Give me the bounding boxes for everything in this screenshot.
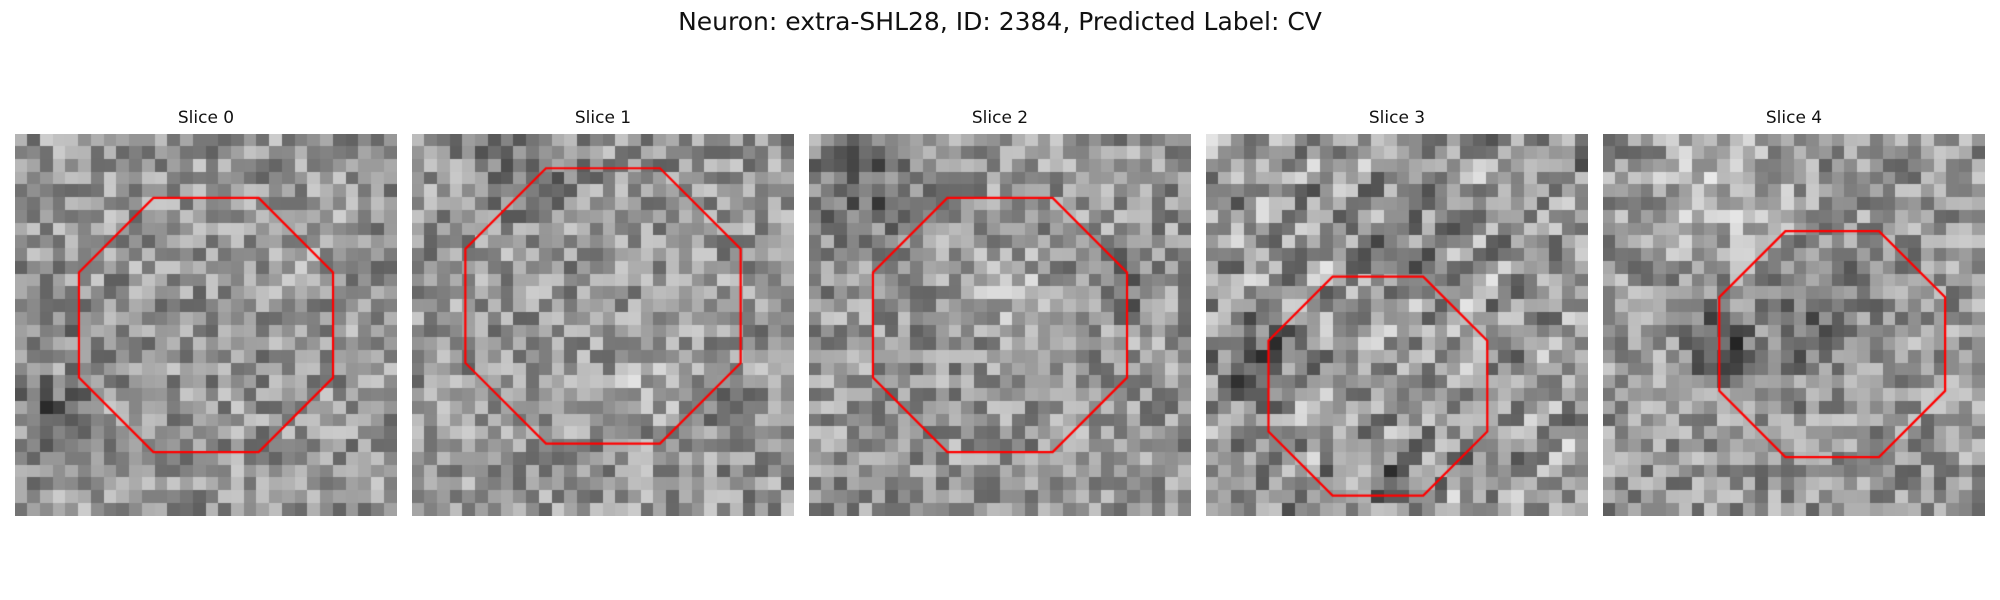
slice-panel-0: Slice 0: [15, 108, 397, 516]
slice-image-3: [1206, 134, 1588, 516]
slice-panel-3: Slice 3: [1206, 108, 1588, 516]
slice-title-0: Slice 0: [177, 108, 235, 128]
slice-panel-1: Slice 1: [412, 108, 794, 516]
slice-image-4: [1603, 134, 1985, 516]
slice-title-2: Slice 2: [971, 108, 1029, 128]
slice-title-3: Slice 3: [1368, 108, 1426, 128]
slice-image-1: [412, 134, 794, 516]
slice-image-0: [15, 134, 397, 516]
slice-panel-4: Slice 4: [1603, 108, 1985, 516]
figure-title: Neuron: extra-SHL28, ID: 2384, Predicted…: [678, 7, 1322, 36]
slice-title-4: Slice 4: [1765, 108, 1823, 128]
slice-title-1: Slice 1: [574, 108, 632, 128]
slice-image-2: [809, 134, 1191, 516]
slice-panel-2: Slice 2: [809, 108, 1191, 516]
